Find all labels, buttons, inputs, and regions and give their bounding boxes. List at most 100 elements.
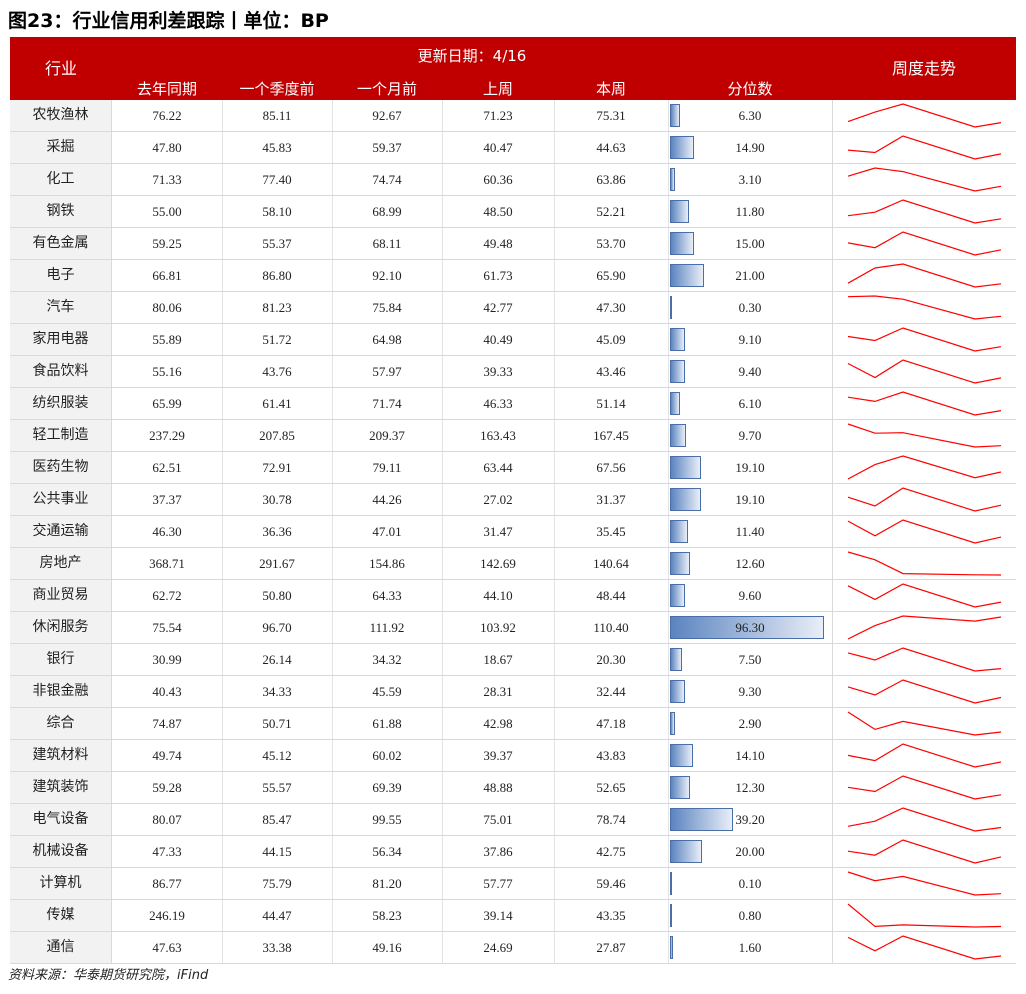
weekly-trend-sparkline — [832, 772, 1016, 803]
sparkline-svg — [847, 935, 1002, 960]
column-divider — [222, 100, 223, 131]
table-row: 电子 66.81 86.80 92.10 61.73 65.90 21.00 — [10, 260, 1016, 292]
header-col-this-week: 本周 — [595, 80, 626, 98]
column-divider — [442, 100, 443, 131]
table-row: 非银金融 40.43 34.33 45.59 28.31 32.44 9.30 — [10, 676, 1016, 708]
cell-quarter-ago: 72.91 — [262, 460, 292, 475]
cell-last-week: 75.01 — [483, 812, 513, 827]
cell-month-ago: 71.74 — [372, 396, 402, 411]
cell-last-year: 55.00 — [152, 204, 182, 219]
cell-last-year: 55.89 — [152, 332, 182, 347]
cell-this-week: 43.83 — [596, 748, 626, 763]
percentile-cell: 39.20 — [668, 804, 832, 835]
column-divider — [332, 356, 333, 387]
column-divider — [222, 644, 223, 675]
column-divider — [332, 740, 333, 771]
sparkline-svg — [847, 359, 1002, 384]
percentile-value: 19.10 — [735, 492, 765, 507]
column-divider — [332, 772, 333, 803]
column-divider — [222, 132, 223, 163]
cell-quarter-ago: 26.14 — [262, 652, 292, 667]
column-divider — [554, 516, 555, 547]
cell-last-year: 47.63 — [152, 940, 182, 955]
column-divider — [442, 740, 443, 771]
percentile-bar — [670, 200, 689, 223]
weekly-trend-sparkline — [832, 292, 1016, 323]
weekly-trend-sparkline — [832, 420, 1016, 451]
percentile-cell: 9.70 — [668, 420, 832, 451]
column-divider — [222, 772, 223, 803]
sparkline-svg — [847, 231, 1002, 256]
cell-last-year: 46.30 — [152, 524, 182, 539]
table-row: 采掘 47.80 45.83 59.37 40.47 44.63 14.90 — [10, 132, 1016, 164]
weekly-trend-sparkline — [832, 484, 1016, 515]
cell-last-year: 62.72 — [152, 588, 182, 603]
column-divider — [332, 548, 333, 579]
column-divider — [442, 644, 443, 675]
table-row: 有色金属 59.25 55.37 68.11 49.48 53.70 15.00 — [10, 228, 1016, 260]
cell-last-year: 65.99 — [152, 396, 182, 411]
industry-name: 医药生物 — [10, 452, 112, 483]
cell-last-week: 48.50 — [483, 204, 513, 219]
trend-line — [847, 903, 1002, 928]
column-divider — [554, 740, 555, 771]
percentile-value: 9.60 — [738, 588, 762, 603]
industry-name: 钢铁 — [10, 196, 112, 227]
weekly-trend-sparkline — [832, 228, 1016, 259]
column-divider — [222, 580, 223, 611]
sparkline-svg — [847, 455, 1002, 480]
column-divider — [554, 324, 555, 355]
percentile-bar — [670, 840, 702, 863]
column-divider — [668, 260, 669, 291]
table-row: 钢铁 55.00 58.10 68.99 48.50 52.21 11.80 — [10, 196, 1016, 228]
header-industry: 行业 — [44, 59, 77, 78]
percentile-cell: 14.10 — [668, 740, 832, 771]
cell-quarter-ago: 96.70 — [262, 620, 292, 635]
weekly-trend-sparkline — [832, 708, 1016, 739]
industry-name: 机械设备 — [10, 836, 112, 867]
cell-this-week: 35.45 — [596, 524, 626, 539]
table-row: 交通运输 46.30 36.36 47.01 31.47 35.45 11.40 — [10, 516, 1016, 548]
column-divider — [222, 228, 223, 259]
percentile-bar — [670, 360, 685, 383]
weekly-trend-sparkline — [832, 580, 1016, 611]
trend-line — [847, 519, 1002, 544]
column-divider — [332, 804, 333, 835]
cell-last-year: 80.07 — [152, 812, 182, 827]
percentile-cell: 6.30 — [668, 100, 832, 131]
cell-last-year: 59.25 — [152, 236, 182, 251]
cell-last-week: 28.31 — [483, 684, 513, 699]
trend-line — [847, 231, 1002, 256]
table-row: 家用电器 55.89 51.72 64.98 40.49 45.09 9.10 — [10, 324, 1016, 356]
column-divider — [222, 836, 223, 867]
percentile-value: 0.30 — [738, 300, 762, 315]
cell-last-week: 46.33 — [483, 396, 513, 411]
column-divider — [332, 452, 333, 483]
percentile-value: 9.10 — [738, 332, 762, 347]
percentile-cell: 2.90 — [668, 708, 832, 739]
sparkline-svg — [847, 295, 1002, 320]
percentile-value: 21.00 — [735, 268, 765, 283]
cell-last-year: 246.19 — [149, 908, 185, 923]
trend-line — [847, 167, 1002, 192]
cell-quarter-ago: 85.11 — [262, 108, 292, 123]
sparkline-svg — [847, 583, 1002, 608]
cell-quarter-ago: 43.76 — [262, 364, 292, 379]
percentile-value: 11.40 — [735, 524, 765, 539]
percentile-cell: 21.00 — [668, 260, 832, 291]
weekly-trend-sparkline — [832, 260, 1016, 291]
cell-last-year: 74.87 — [152, 716, 182, 731]
column-divider — [332, 484, 333, 515]
column-divider — [554, 676, 555, 707]
percentile-cell: 20.00 — [668, 836, 832, 867]
percentile-value: 1.60 — [738, 940, 762, 955]
cell-this-week: 32.44 — [596, 684, 626, 699]
column-divider — [442, 132, 443, 163]
column-divider — [668, 804, 669, 835]
percentile-value: 20.00 — [735, 844, 765, 859]
table-row: 房地产 368.71 291.67 154.86 142.69 140.64 12.60 — [10, 548, 1016, 580]
weekly-trend-sparkline — [832, 324, 1016, 355]
percentile-value: 12.30 — [735, 780, 765, 795]
cell-this-week: 53.70 — [596, 236, 626, 251]
table-body: 农牧渔林 76.22 85.11 92.67 71.23 75.31 6.30 采掘 47.80… — [10, 100, 1016, 964]
